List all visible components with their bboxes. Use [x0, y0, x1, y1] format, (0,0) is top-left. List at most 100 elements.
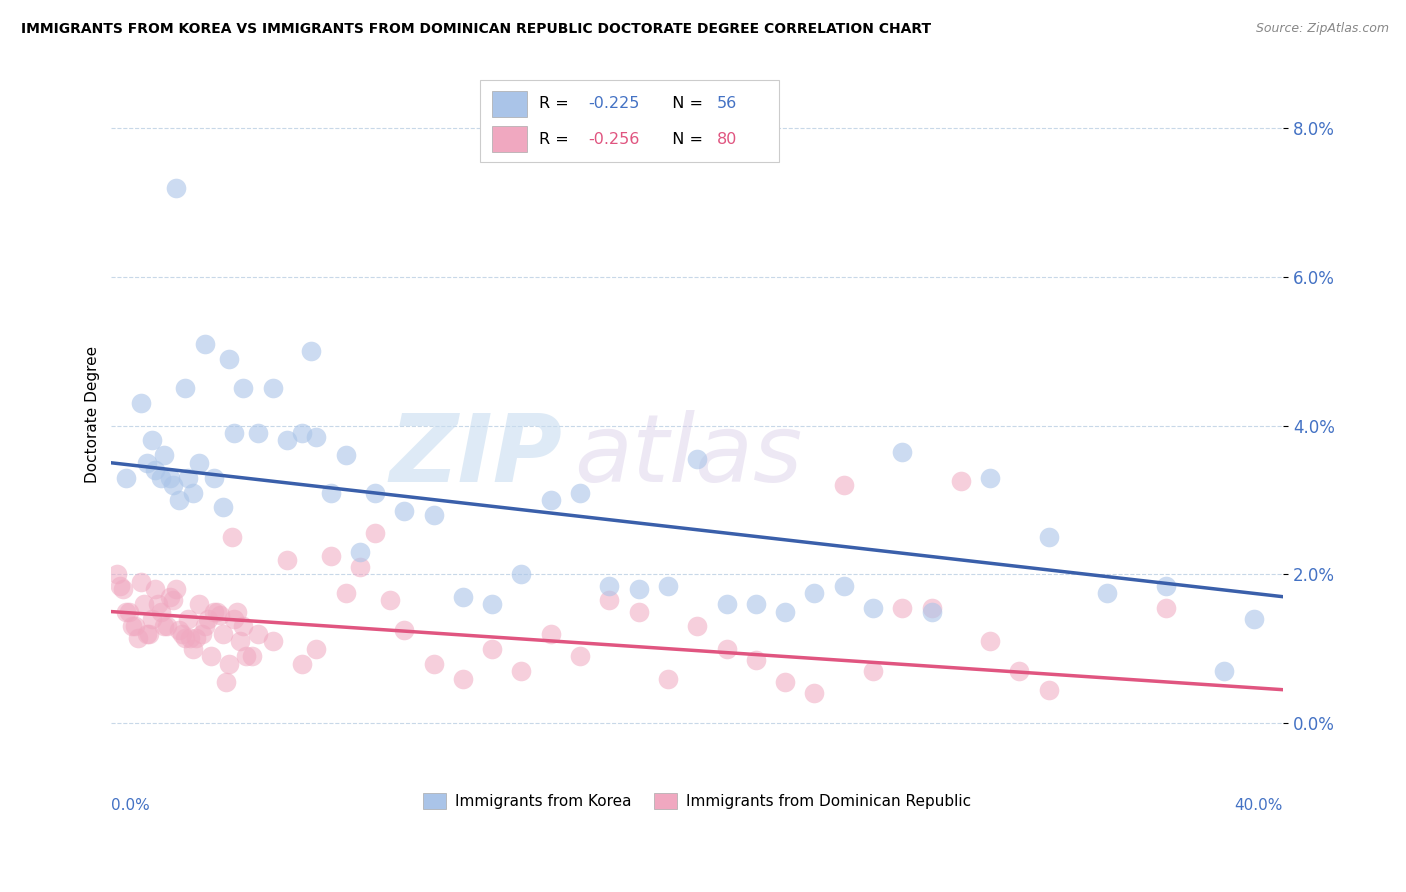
- Point: [141, 612, 163, 626]
- Point: [232, 619, 254, 633]
- Text: 40.0%: 40.0%: [1234, 798, 1284, 814]
- Point: [378, 593, 401, 607]
- Point: [165, 180, 187, 194]
- Point: [153, 619, 176, 633]
- Point: [211, 627, 233, 641]
- Text: atlas: atlas: [574, 410, 803, 501]
- Point: [862, 600, 884, 615]
- FancyBboxPatch shape: [492, 91, 527, 117]
- Point: [319, 485, 342, 500]
- Point: [173, 631, 195, 645]
- Point: [118, 605, 141, 619]
- Point: [745, 653, 768, 667]
- Point: [159, 471, 181, 485]
- Point: [202, 605, 225, 619]
- Legend: Immigrants from Korea, Immigrants from Dominican Republic: Immigrants from Korea, Immigrants from D…: [416, 787, 977, 815]
- Text: R =: R =: [538, 96, 574, 112]
- Point: [422, 657, 444, 671]
- Point: [246, 425, 269, 440]
- Point: [299, 344, 322, 359]
- Point: [115, 605, 138, 619]
- Point: [159, 590, 181, 604]
- Point: [218, 657, 240, 671]
- Point: [105, 567, 128, 582]
- Point: [186, 631, 208, 645]
- Point: [319, 549, 342, 563]
- FancyBboxPatch shape: [481, 80, 779, 162]
- Point: [240, 649, 263, 664]
- Point: [150, 471, 173, 485]
- Point: [657, 672, 679, 686]
- Point: [135, 627, 157, 641]
- Point: [153, 449, 176, 463]
- Point: [481, 597, 503, 611]
- Point: [1243, 612, 1265, 626]
- Point: [143, 463, 166, 477]
- Point: [803, 686, 825, 700]
- Point: [627, 582, 650, 597]
- Point: [148, 597, 170, 611]
- Point: [510, 567, 533, 582]
- Point: [205, 605, 228, 619]
- Point: [291, 657, 314, 671]
- Text: -0.256: -0.256: [588, 131, 640, 146]
- Point: [202, 471, 225, 485]
- Point: [188, 456, 211, 470]
- Point: [108, 578, 131, 592]
- Point: [132, 597, 155, 611]
- Point: [276, 434, 298, 448]
- Point: [921, 605, 943, 619]
- Text: Source: ZipAtlas.com: Source: ZipAtlas.com: [1256, 22, 1389, 36]
- Point: [349, 545, 371, 559]
- Point: [218, 351, 240, 366]
- Point: [200, 649, 222, 664]
- Point: [129, 396, 152, 410]
- Point: [135, 456, 157, 470]
- Point: [183, 641, 205, 656]
- Point: [112, 582, 135, 597]
- Point: [979, 471, 1001, 485]
- Point: [194, 619, 217, 633]
- Point: [156, 619, 179, 633]
- Point: [773, 605, 796, 619]
- Point: [246, 627, 269, 641]
- Point: [335, 449, 357, 463]
- Point: [394, 623, 416, 637]
- Point: [716, 641, 738, 656]
- Point: [745, 597, 768, 611]
- Point: [165, 582, 187, 597]
- Point: [422, 508, 444, 522]
- Point: [540, 493, 562, 508]
- Point: [179, 631, 201, 645]
- Point: [173, 381, 195, 395]
- Point: [167, 493, 190, 508]
- Point: [394, 504, 416, 518]
- Point: [214, 675, 236, 690]
- Point: [262, 634, 284, 648]
- Point: [262, 381, 284, 395]
- Point: [832, 478, 855, 492]
- Point: [162, 478, 184, 492]
- Point: [124, 619, 146, 633]
- Point: [979, 634, 1001, 648]
- Point: [211, 500, 233, 515]
- Point: [1038, 682, 1060, 697]
- Text: -0.225: -0.225: [588, 96, 640, 112]
- Text: R =: R =: [538, 131, 574, 146]
- Point: [183, 485, 205, 500]
- Point: [143, 582, 166, 597]
- Text: IMMIGRANTS FROM KOREA VS IMMIGRANTS FROM DOMINICAN REPUBLIC DOCTORATE DEGREE COR: IMMIGRANTS FROM KOREA VS IMMIGRANTS FROM…: [21, 22, 931, 37]
- Point: [1154, 578, 1177, 592]
- Text: ZIP: ZIP: [389, 410, 562, 502]
- Point: [208, 608, 231, 623]
- Point: [235, 649, 257, 664]
- Point: [364, 526, 387, 541]
- Point: [686, 619, 709, 633]
- Point: [773, 675, 796, 690]
- Point: [716, 597, 738, 611]
- Point: [598, 593, 620, 607]
- Text: 56: 56: [717, 96, 737, 112]
- Point: [891, 444, 914, 458]
- Point: [226, 605, 249, 619]
- Point: [1038, 530, 1060, 544]
